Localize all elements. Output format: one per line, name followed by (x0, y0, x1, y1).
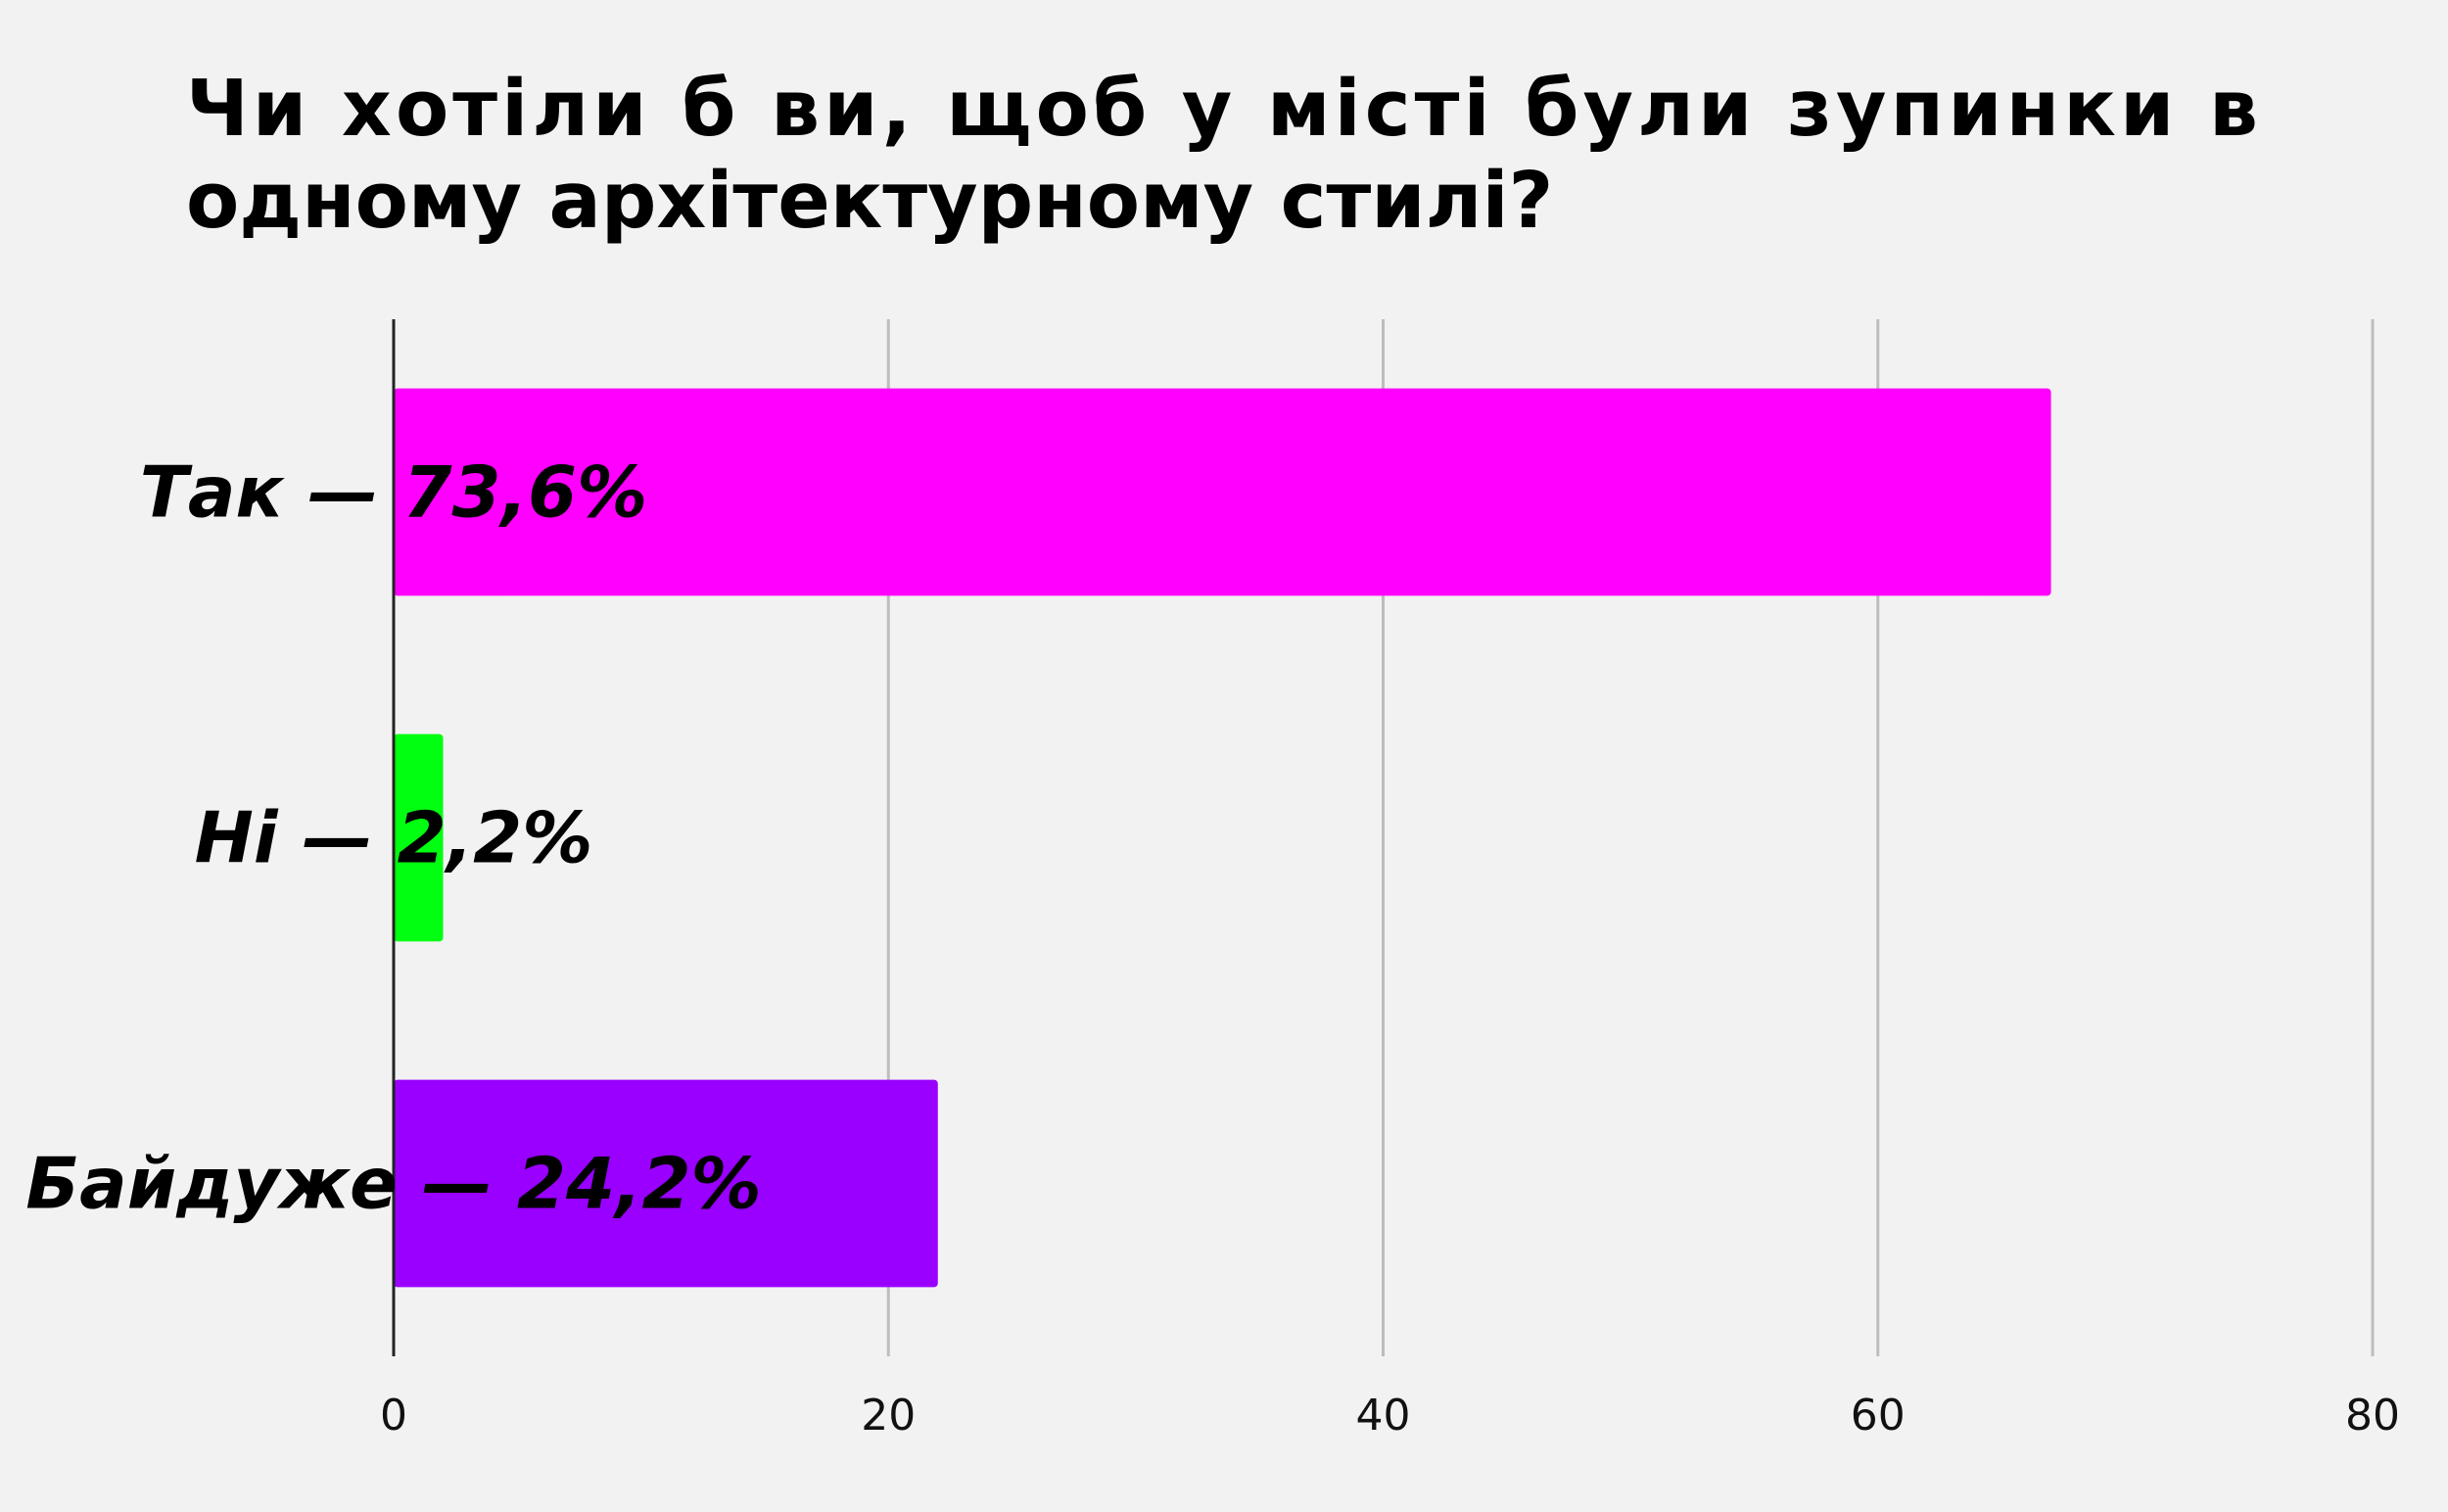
x-tick-label: 60 (1851, 1391, 1906, 1441)
bar-2 (394, 733, 444, 942)
x-tick-label: 0 (380, 1391, 407, 1441)
chart-title-line-2: одному архітектурному стилі? (186, 156, 1553, 246)
chart-title-line-1: Чи хотіли б ви, щоб у місті були зупинки… (186, 64, 2258, 154)
x-tick-label: 40 (1356, 1391, 1411, 1441)
category-label-3: Байдуже — 24,2% (25, 1143, 761, 1225)
chart-title: Чи хотіли б ви, щоб у місті були зупинки… (186, 64, 2258, 246)
x-tick-label: 80 (2345, 1391, 2400, 1441)
bar-3 (394, 1079, 938, 1288)
category-label-1: Так — 73,6% (140, 451, 647, 534)
bar-1 (394, 388, 2051, 596)
bars (394, 388, 2051, 1288)
x-axis-tick-labels: 0 20 40 60 80 (380, 1391, 2400, 1441)
x-tick-label: 20 (861, 1391, 916, 1441)
category-labels: Так — 73,6% Ні — 2,2% Байдуже — 24,2% (25, 451, 761, 1225)
category-label-2: Ні — 2,2% (195, 797, 593, 879)
